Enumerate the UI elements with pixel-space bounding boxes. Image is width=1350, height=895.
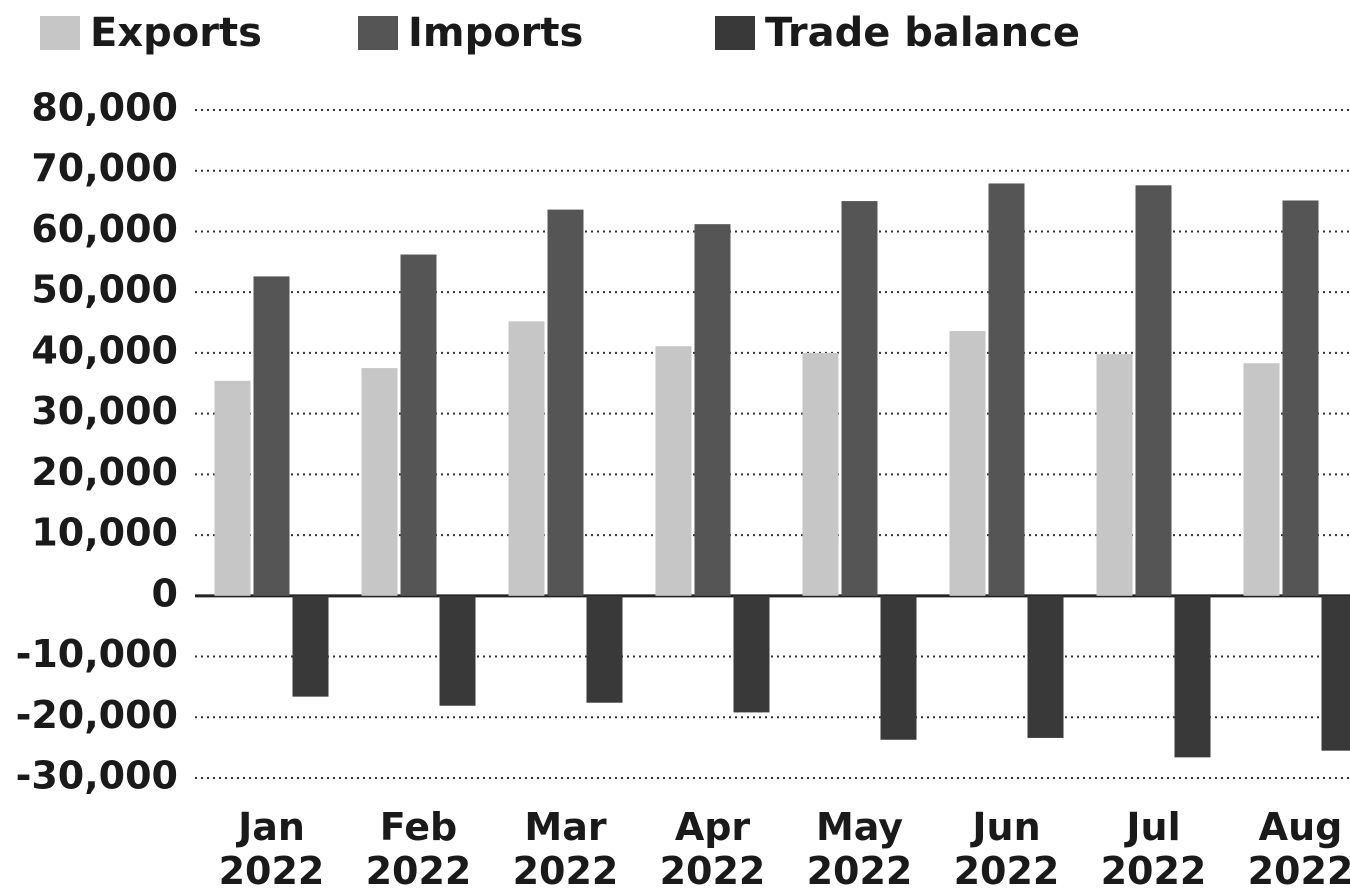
x-tick-label-line: 2022 <box>219 849 325 893</box>
bar <box>988 183 1025 596</box>
bar <box>1096 354 1133 596</box>
x-tick-label-line: 2022 <box>513 849 619 893</box>
bar <box>1243 363 1280 596</box>
bar <box>1135 185 1172 596</box>
x-tick-label-line: 2022 <box>660 849 766 893</box>
bar <box>802 352 839 596</box>
x-tick-label-line: Mar <box>524 805 606 849</box>
legend-label: Exports <box>90 10 262 56</box>
x-tick-label: May 2022 <box>807 805 913 893</box>
x-tick-label: Aug 2022 <box>1248 805 1350 893</box>
bar <box>949 331 986 596</box>
x-tick-label-line: 2022 <box>1101 849 1207 893</box>
bar <box>1027 595 1064 738</box>
bar <box>586 595 623 703</box>
y-tick-label: 20,000 <box>31 450 178 494</box>
legend-swatch <box>40 16 80 50</box>
x-tick-label: Jun 2022 <box>954 805 1060 893</box>
bar <box>253 276 290 596</box>
bar <box>400 254 437 596</box>
x-tick-label: Feb 2022 <box>366 805 472 893</box>
bar <box>292 595 329 697</box>
x-tick-label-line: Feb <box>380 805 457 849</box>
y-tick-label: 0 <box>152 571 178 615</box>
x-tick-label: Apr 2022 <box>660 805 766 893</box>
x-tick-label-line: Jun <box>969 805 1040 849</box>
y-tick-label: 60,000 <box>31 207 178 251</box>
bar <box>1174 595 1211 758</box>
x-tick-label-line: 2022 <box>807 849 913 893</box>
bar <box>508 321 545 596</box>
bar <box>694 224 731 596</box>
bar <box>733 595 770 713</box>
y-tick-label: 70,000 <box>31 146 178 190</box>
y-tick-label: 50,000 <box>31 268 178 312</box>
bar <box>547 209 584 596</box>
x-tick-label-line: 2022 <box>1248 849 1350 893</box>
y-tick-label: 80,000 <box>31 86 178 130</box>
x-tick-label-line: Aug <box>1259 805 1343 849</box>
x-tick-label-line: Jan <box>235 805 305 849</box>
bar <box>655 346 692 596</box>
x-tick-label-line: Jul <box>1123 805 1180 849</box>
y-tick-label: -20,000 <box>16 693 178 737</box>
y-tick-label: -30,000 <box>16 754 178 798</box>
x-tick-label-line: Apr <box>675 805 751 849</box>
x-tick-label: Mar 2022 <box>513 805 619 893</box>
bar <box>1321 595 1350 751</box>
y-tick-label: 10,000 <box>31 511 178 555</box>
bar <box>214 380 251 596</box>
x-tick-label-line: 2022 <box>366 849 472 893</box>
bar <box>1282 200 1319 596</box>
y-tick-label: 30,000 <box>31 389 178 433</box>
y-tick-label: -10,000 <box>16 632 178 676</box>
bar <box>841 201 878 596</box>
x-tick-label: Jul 2022 <box>1101 805 1207 893</box>
legend-label: Imports <box>408 10 583 56</box>
y-tick-label: 40,000 <box>31 328 178 372</box>
legend-swatch <box>715 16 755 50</box>
legend-swatch <box>358 16 398 50</box>
x-tick-label-line: May <box>816 805 903 849</box>
bar <box>439 595 476 706</box>
bar <box>880 595 917 740</box>
x-tick-label: Jan 2022 <box>219 805 325 893</box>
x-tick-label-line: 2022 <box>954 849 1060 893</box>
legend-label: Trade balance <box>765 10 1080 56</box>
bar <box>361 368 398 596</box>
